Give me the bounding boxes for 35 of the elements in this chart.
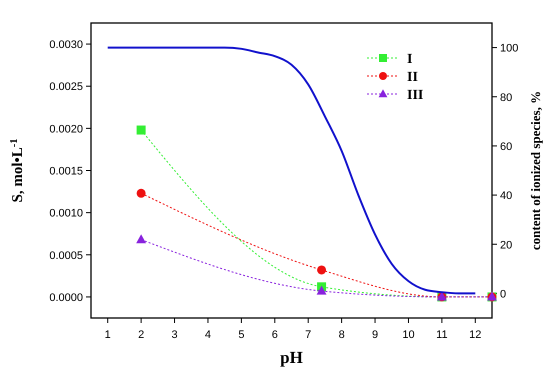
x-tick-label: 2 xyxy=(138,329,144,341)
y2-axis-title: content of ionized species, % xyxy=(528,90,543,250)
point xyxy=(136,188,146,198)
legend-label: I xyxy=(407,52,412,67)
point xyxy=(317,265,326,274)
legend-label: II xyxy=(407,70,418,85)
y-tick-label: 0.0025 xyxy=(49,81,83,94)
y-tick-label: 0.0010 xyxy=(49,208,83,220)
x-tick-label: 3 xyxy=(171,329,178,341)
y-tick-label: 0.0030 xyxy=(49,39,83,52)
y2-tick-label: 100 xyxy=(500,42,518,55)
legend-label: III xyxy=(407,88,424,103)
x-axis-title: pH xyxy=(280,348,303,367)
y2-tick-label: 60 xyxy=(500,140,512,153)
x-tick-label: 5 xyxy=(238,329,244,341)
y2-tick-label: 20 xyxy=(500,239,512,252)
y-tick-label: 0.0015 xyxy=(49,166,83,178)
point xyxy=(316,286,327,295)
point xyxy=(136,234,146,244)
y2-tick-label: 40 xyxy=(500,190,512,202)
x-tick-label: 1 xyxy=(104,329,111,341)
x-tick-label: 7 xyxy=(305,329,312,341)
y2-tick-label: 0 xyxy=(500,288,506,300)
x-tick-label: 4 xyxy=(204,329,212,341)
x-tick-label: 9 xyxy=(372,329,378,341)
y-tick-label: 0.0005 xyxy=(49,250,83,262)
x-tick-label: 6 xyxy=(272,329,278,341)
point xyxy=(136,126,146,135)
x-tick-label: 8 xyxy=(338,329,345,341)
y-tick-label: 0.0000 xyxy=(49,292,83,304)
x-tick-label: 10 xyxy=(402,329,415,341)
x-tick-label: 11 xyxy=(436,329,448,341)
y-tick-label: 0.0020 xyxy=(49,123,83,136)
y2-tick-label: 80 xyxy=(500,92,512,104)
x-tick-label: 12 xyxy=(469,329,482,341)
